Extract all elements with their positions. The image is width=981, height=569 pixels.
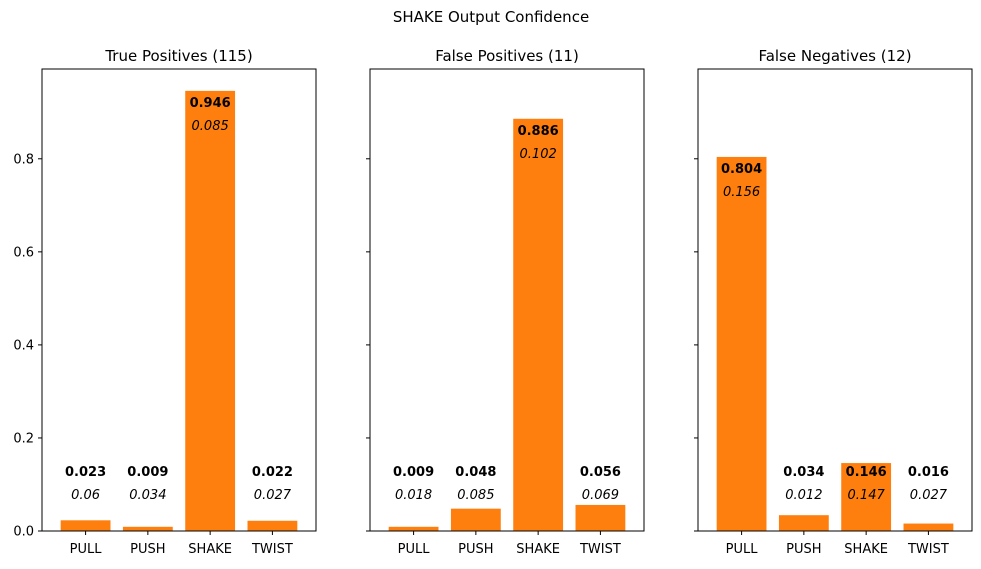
x-tick-label: TWIST [907,542,949,557]
bar-twist-panel-3 [903,523,954,531]
x-tick-label: PUSH [130,542,165,557]
bar-secondary-label: 0.018 [395,488,432,503]
bar-secondary-label: 0.027 [254,488,292,503]
y-tick-label: 0.2 [13,431,34,446]
y-tick-label: 0.6 [13,245,34,260]
bar-shake-panel-3 [841,463,892,531]
figure-suptitle: SHAKE Output Confidence [393,8,589,26]
y-tick-label: 0.4 [13,338,34,353]
bar-value-label: 0.946 [190,96,231,111]
x-tick-label: PULL [398,542,431,557]
y-tick-label: 0.8 [13,152,34,167]
bar-secondary-label: 0.102 [520,147,557,162]
bar-push-panel-3 [778,515,829,531]
bar-push-panel-1 [122,526,173,531]
bar-pull-panel-1 [60,520,111,531]
bar-value-label: 0.804 [721,162,762,177]
bar-secondary-label: 0.027 [910,488,948,503]
bar-secondary-label: 0.085 [457,488,494,503]
x-tick-label: SHAKE [516,542,560,557]
x-tick-label: TWIST [579,542,621,557]
bar-secondary-label: 0.06 [71,488,100,503]
bar-value-label: 0.034 [783,465,824,480]
bar-secondary-label: 0.012 [785,488,822,503]
x-tick-label: PUSH [458,542,493,557]
bar-value-label: 0.886 [518,124,559,139]
bar-value-label: 0.016 [908,465,949,480]
panel-title: True Positives (115) [104,47,252,65]
bar-value-label: 0.009 [393,465,434,480]
bar-value-label: 0.146 [846,465,887,480]
x-tick-label: PULL [70,542,103,557]
bar-secondary-label: 0.147 [848,488,886,503]
x-tick-label: SHAKE [844,542,888,557]
y-tick-label: 0.0 [13,525,34,540]
x-tick-label: PULL [726,542,759,557]
bar-pull-panel-2 [388,526,439,531]
panel-title: False Negatives (12) [758,47,911,65]
bar-push-panel-2 [450,508,501,531]
bar-secondary-label: 0.085 [192,119,229,134]
bar-secondary-label: 0.156 [723,185,760,200]
bar-pull-panel-3 [716,156,767,531]
x-tick-label: TWIST [251,542,293,557]
bar-value-label: 0.056 [580,465,621,480]
axes-frame-panel-2 [369,68,645,532]
bar-secondary-label: 0.034 [129,488,166,503]
bar-twist-panel-2 [575,504,626,531]
panel-title: False Positives (11) [435,47,579,65]
bar-shake-panel-2 [513,118,564,531]
x-tick-label: PUSH [786,542,821,557]
bar-twist-panel-1 [247,520,298,531]
bar-value-label: 0.009 [127,465,168,480]
bar-shake-panel-1 [185,90,236,532]
bar-value-label: 0.023 [65,465,106,480]
bar-secondary-label: 0.069 [582,488,619,503]
axes-frame-panel-1 [41,68,317,532]
x-tick-label: SHAKE [188,542,232,557]
bar-value-label: 0.048 [455,465,496,480]
bar-value-label: 0.022 [252,465,293,480]
axes-frame-panel-3 [697,68,973,532]
